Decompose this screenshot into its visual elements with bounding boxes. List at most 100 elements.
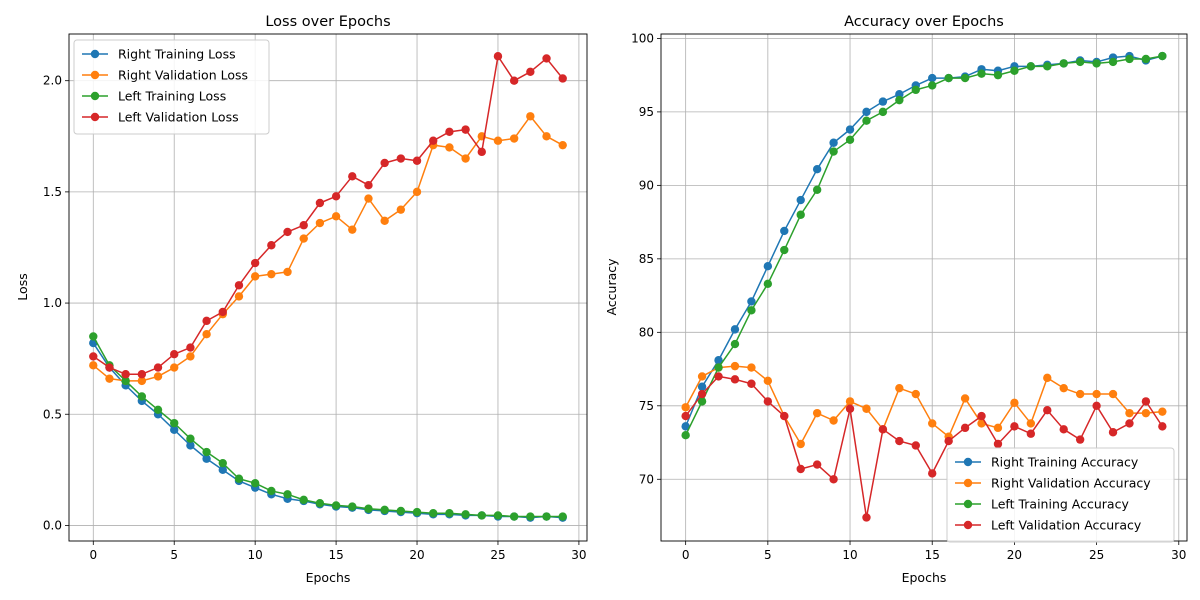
loss-data-point xyxy=(121,370,130,379)
loss-data-point xyxy=(477,147,486,157)
loss-data-point xyxy=(218,307,227,317)
loss-data-point xyxy=(412,507,422,517)
loss-xtick-label: 25 xyxy=(490,548,505,562)
accuracy-data-point xyxy=(878,107,888,117)
accuracy-data-point xyxy=(862,107,871,117)
accuracy-legend-swatch-marker xyxy=(963,499,973,509)
loss-data-point xyxy=(137,376,147,386)
accuracy-ytick-label: 85 xyxy=(639,252,654,266)
loss-xtick-label: 0 xyxy=(89,548,97,562)
loss-data-point xyxy=(170,425,179,435)
loss-chart-ylabel: Loss xyxy=(15,273,30,300)
accuracy-data-point xyxy=(1010,66,1019,75)
loss-data-point xyxy=(267,241,276,250)
loss-data-point xyxy=(315,498,325,508)
loss-data-point xyxy=(299,234,308,243)
accuracy-legend-swatch-marker xyxy=(963,520,973,530)
accuracy-data-point xyxy=(1059,425,1068,434)
accuracy-data-point xyxy=(1043,62,1052,71)
loss-data-point xyxy=(234,292,244,301)
loss-data-point xyxy=(105,363,114,372)
accuracy-axes-frame xyxy=(660,33,1188,542)
loss-data-point xyxy=(396,205,406,214)
loss-data-point xyxy=(429,136,438,145)
loss-data-point xyxy=(170,418,179,428)
loss-chart-title: Loss over Epochs xyxy=(265,14,390,30)
accuracy-data-point xyxy=(862,404,871,413)
accuracy-data-point xyxy=(812,408,822,418)
accuracy-data-point xyxy=(845,397,855,406)
loss-legend-swatch-marker xyxy=(90,91,100,101)
accuracy-data-point xyxy=(1108,389,1118,399)
accuracy-data-point xyxy=(780,245,789,255)
loss-data-point xyxy=(218,465,227,475)
accuracy-data-point xyxy=(1026,419,1036,428)
accuracy-legend-box xyxy=(946,447,1175,543)
loss-data-point xyxy=(493,511,503,520)
loss-legend-swatch-marker xyxy=(90,49,100,59)
loss-data-point xyxy=(121,376,130,386)
loss-data-point xyxy=(461,154,470,163)
loss-data-point xyxy=(331,212,341,221)
loss-data-point xyxy=(542,54,551,63)
accuracy-data-point xyxy=(895,95,904,105)
accuracy-data-point xyxy=(993,439,1003,449)
loss-data-point xyxy=(170,363,179,372)
accuracy-data-point xyxy=(796,195,805,205)
accuracy-data-point xyxy=(796,464,805,474)
loss-data-point xyxy=(218,458,227,468)
accuracy-chart-ylabel: Accuracy xyxy=(604,258,619,316)
loss-data-point xyxy=(153,372,163,381)
accuracy-data-point xyxy=(1092,389,1101,399)
loss-data-point xyxy=(429,509,438,518)
loss-data-point xyxy=(202,316,211,326)
loss-data-point xyxy=(526,67,535,77)
loss-data-point xyxy=(445,127,454,137)
accuracy-data-point xyxy=(829,138,838,147)
accuracy-xtick-label: 0 xyxy=(682,548,690,562)
loss-data-point xyxy=(250,258,260,268)
accuracy-data-point xyxy=(796,210,805,219)
loss-ytick-label: 0.0 xyxy=(43,518,62,532)
accuracy-data-point xyxy=(845,135,855,145)
accuracy-data-point xyxy=(1141,397,1151,406)
loss-xtick-label: 20 xyxy=(409,548,424,562)
loss-data-point xyxy=(477,511,486,520)
accuracy-xtick-label: 15 xyxy=(925,548,940,562)
loss-data-point xyxy=(348,225,357,234)
accuracy-data-point xyxy=(895,436,904,446)
accuracy-data-point xyxy=(944,436,953,446)
accuracy-legend-label: Left Training Accuracy xyxy=(991,497,1129,512)
loss-data-point xyxy=(331,192,341,201)
loss-data-point xyxy=(542,512,551,521)
accuracy-data-point xyxy=(928,469,937,478)
accuracy-series-3 xyxy=(681,372,1167,522)
accuracy-data-point xyxy=(911,389,920,399)
loss-axes-frame xyxy=(68,33,588,542)
loss-data-point xyxy=(250,272,260,281)
accuracy-data-point xyxy=(993,423,1003,433)
accuracy-data-point xyxy=(1158,51,1167,61)
accuracy-series-line xyxy=(684,365,1163,445)
loss-series-line xyxy=(92,342,563,519)
loss-data-point xyxy=(331,501,341,510)
loss-data-point xyxy=(348,172,357,181)
loss-data-point xyxy=(396,506,406,516)
accuracy-data-point xyxy=(993,70,1003,80)
accuracy-data-point xyxy=(878,425,888,434)
accuracy-data-point xyxy=(697,382,707,391)
accuracy-data-point xyxy=(1043,406,1052,415)
accuracy-data-point xyxy=(960,423,970,433)
loss-data-point xyxy=(542,132,551,141)
accuracy-data-point xyxy=(747,379,756,388)
accuracy-data-point xyxy=(977,411,986,421)
loss-chart: Loss over Epochs Epochs Loss 0 5 10 15 20 25 3… xyxy=(15,14,588,585)
loss-data-point xyxy=(202,329,211,339)
accuracy-data-point xyxy=(911,85,920,95)
accuracy-ytick-label: 95 xyxy=(639,105,654,119)
loss-series-1 xyxy=(89,112,567,386)
loss-data-point xyxy=(558,512,567,521)
loss-data-point xyxy=(558,140,567,150)
accuracy-ytick-label: 75 xyxy=(639,399,654,413)
